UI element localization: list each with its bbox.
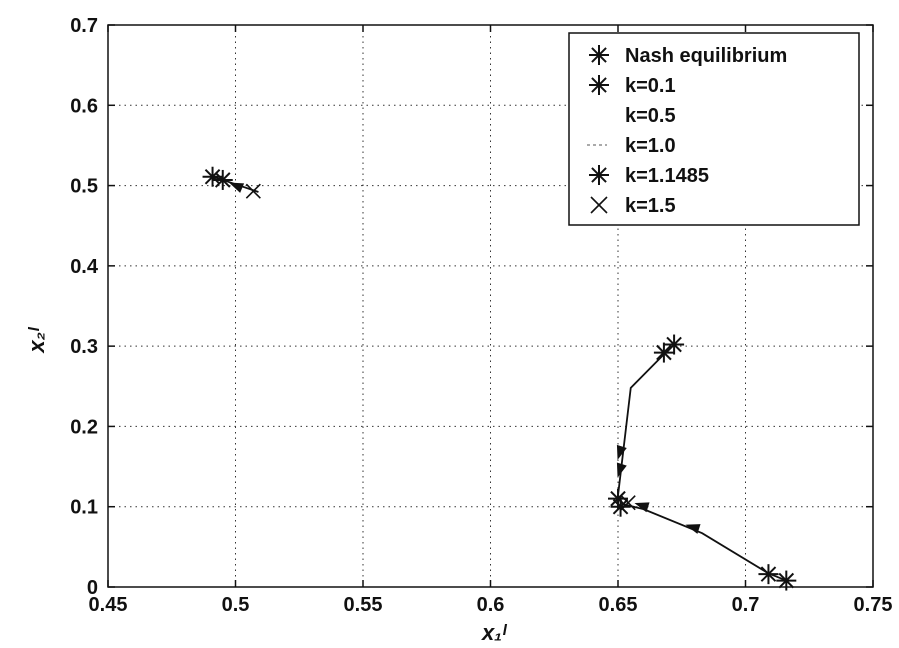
x-tick-label: 0.55 xyxy=(344,594,383,616)
legend-label: k=1.1485 xyxy=(625,165,709,187)
data-point-asterisk xyxy=(610,496,631,517)
data-point-asterisk xyxy=(212,169,233,190)
y-tick-label: 0 xyxy=(87,577,98,599)
legend-item: Nash equilibrium xyxy=(589,45,787,67)
data-point-asterisk xyxy=(653,342,674,363)
ticks-layer: 0.45 0.5 0.55 0.6 0.65 0.7 0.75 0 0.1 0.2 0.3 0.4 0.… xyxy=(70,15,892,616)
legend-item: k=0.5 xyxy=(625,105,676,127)
x-axis-label: x₁ᴵ xyxy=(481,620,508,645)
legend-marker-asterisk xyxy=(589,45,609,65)
y-axis-label: x₂ᴵ xyxy=(24,326,49,354)
arrow-head xyxy=(685,524,701,534)
data-point-cross xyxy=(620,495,636,511)
x-tick-label: 0.65 xyxy=(599,594,638,616)
data-point-asterisk xyxy=(664,334,685,355)
x-tick-label: 0.75 xyxy=(854,594,893,616)
y-axis-label-text: x₂ᴵ xyxy=(24,326,49,354)
y-tick-label: 0.7 xyxy=(70,15,98,37)
y-tick-label: 0.5 xyxy=(70,176,98,198)
markers-layer xyxy=(202,166,797,591)
arrow-head xyxy=(229,182,245,193)
x-tick-label: 0.6 xyxy=(477,594,505,616)
legend-marker-asterisk xyxy=(589,75,609,95)
y-tick-label: 0.4 xyxy=(70,256,99,278)
y-tick-label: 0.2 xyxy=(70,416,98,438)
data-point-cross xyxy=(245,183,261,199)
legend-box xyxy=(568,32,860,226)
legend-label: Nash equilibrium xyxy=(625,45,787,67)
y-tick-label: 0.1 xyxy=(70,497,98,519)
legend-marker-cross xyxy=(590,196,608,214)
legend-label: k=1.5 xyxy=(625,195,676,217)
x-tick-label: 0.5 xyxy=(222,594,250,616)
arrow-head xyxy=(634,502,650,513)
legend-item: k=0.1 xyxy=(589,75,676,97)
legend-label: k=0.5 xyxy=(625,105,676,127)
legend-label: k=1.0 xyxy=(625,135,676,157)
data-point-asterisk xyxy=(758,564,779,585)
legend-marker-asterisk xyxy=(589,165,609,185)
arrow-head xyxy=(616,444,627,460)
legend-item: k=1.0 xyxy=(587,135,676,157)
legend: Nash equilibrium k=0.1 k=0.5 k=1.0 k=1.1485 k… xyxy=(568,32,860,226)
arrow-head xyxy=(616,462,627,478)
y-tick-label: 0.6 xyxy=(70,95,98,117)
x-tick-label: 0.7 xyxy=(732,594,760,616)
x-tick-label: 0.45 xyxy=(89,594,128,616)
x-axis-label-text: x₁ᴵ xyxy=(481,620,508,645)
legend-label: k=0.1 xyxy=(625,75,676,97)
legend-item: k=1.1485 xyxy=(589,165,709,187)
y-tick-label: 0.3 xyxy=(70,336,98,358)
legend-item: k=1.5 xyxy=(590,195,676,217)
